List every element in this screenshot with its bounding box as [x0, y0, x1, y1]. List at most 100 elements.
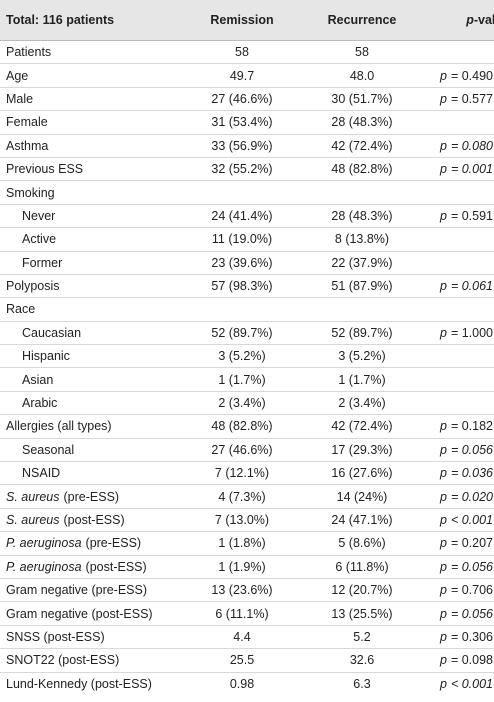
row-label: Arabic [0, 391, 182, 416]
row-label: Allergies (all types) [0, 414, 182, 439]
p-symbol: p [440, 208, 447, 223]
row-label: Age [0, 63, 182, 88]
p-symbol: p [440, 583, 447, 598]
remission-cell: 27 (46.6%) [182, 87, 302, 112]
p-symbol: p [440, 68, 447, 83]
p-symbol: p [440, 91, 447, 106]
label-rest: (pre-ESS) [85, 536, 142, 551]
remission-cell: 57 (98.3%) [182, 274, 302, 299]
p-symbol: p [440, 559, 447, 574]
p-value-cell: p = 0.098 [422, 648, 494, 673]
p-symbol: p [440, 325, 447, 340]
row-label: Lund-Kennedy (post-ESS) [6, 676, 152, 691]
p-value-cell: p = 0.020 [422, 484, 494, 509]
recurrence-cell: 3 (5.2%) [302, 344, 422, 369]
row-label: NSAID [0, 461, 182, 486]
p-value-cell: p = 0.001 [422, 157, 494, 182]
table-row: SNOT22 (post-ESS) 25.5 32.6 p = 0.098 [0, 648, 494, 673]
table-row: Former 23 (39.6%) 22 (37.9%) [0, 251, 494, 275]
remission-cell: 27 (46.6%) [182, 438, 302, 463]
row-label: P. aeruginosa (post-ESS) [0, 555, 182, 579]
row-label: Asthma [0, 134, 182, 158]
p-value-cell: p < 0.001 [422, 672, 494, 695]
table-row: Active 11 (19.0%) 8 (13.8%) [0, 227, 494, 252]
table-row: S. aureus (pre-ESS) 4 (7.3%) 14 (24%) p = 0.0… [0, 484, 494, 509]
recurrence-cell: 52 (89.7%) [302, 321, 422, 346]
recurrence-cell: 6.3 [353, 676, 371, 691]
recurrence-cell: 5 (8.6%) [302, 531, 422, 556]
p-value-cell: p = 0.577 [422, 87, 494, 112]
p-value-cell [422, 251, 494, 275]
p-symbol: p [440, 466, 447, 481]
recurrence-cell: 42 (72.4%) [302, 414, 422, 439]
p-value-cell [422, 367, 494, 392]
remission-cell: 4.4 [182, 625, 302, 650]
remission-cell: 1 (1.8%) [182, 531, 302, 556]
recurrence-cell: 28 (48.3%) [302, 110, 422, 135]
row-label: Asian [0, 367, 182, 392]
p-value-cell: p < 0.001 [422, 508, 494, 533]
p-text: = 0.182 [450, 419, 494, 434]
species-name: S. aureus [6, 489, 60, 504]
p-value-cell: p = 0.080 [422, 134, 494, 158]
header-cell: Remission [182, 0, 302, 41]
remission-cell: 3 (5.2%) [182, 344, 302, 369]
p-value-cell: p = 0.056 [422, 601, 494, 626]
recurrence-cell: 5.2 [302, 625, 422, 650]
row-label: SNOT22 (post-ESS) [0, 648, 182, 673]
p-value-cell [422, 110, 494, 135]
table-row: SNSS (post-ESS) 4.4 5.2 p = 0.306 [0, 625, 494, 650]
remission-cell: 52 (89.7%) [182, 321, 302, 346]
row-label: S. aureus (post-ESS) [0, 508, 182, 533]
recurrence-cell [302, 297, 422, 322]
recurrence-cell: 16 (27.6%) [302, 461, 422, 486]
label-rest: (post-ESS) [63, 513, 125, 527]
table-row: Seasonal 27 (46.6%) 17 (29.3%) p = 0.056 [0, 438, 494, 463]
p-value-cell: p = 0.207 [422, 531, 494, 556]
species-name: S. aureus [6, 513, 60, 527]
row-label: Previous ESS [0, 157, 182, 182]
table-row: Smoking [0, 180, 494, 205]
remission-cell: 25.5 [182, 648, 302, 673]
table-row: Race [0, 297, 494, 322]
remission-cell: 2 (3.4%) [182, 391, 302, 416]
row-label: P. aeruginosa (pre-ESS) [0, 531, 182, 556]
remission-cell: 1 (1.7%) [182, 367, 302, 392]
recurrence-cell: 6 (11.8%) [302, 555, 422, 579]
header-text: -value [473, 13, 494, 27]
row-label: Gram negative (post-ESS) [0, 601, 182, 626]
recurrence-cell: 22 (37.9%) [302, 251, 422, 275]
header-symbol: p [466, 13, 474, 27]
remission-cell: 48 (82.8%) [182, 414, 302, 439]
p-symbol: p [440, 419, 447, 434]
remission-cell: 1 (1.9%) [182, 555, 302, 579]
row-label: S. aureus (pre-ESS) [0, 484, 182, 509]
p-symbol: p [440, 536, 447, 551]
remission-cell: 32 (55.2%) [182, 157, 302, 182]
p-value-cell [422, 180, 494, 205]
p-text: = 0.056 [450, 442, 494, 457]
p-value-cell: p = 0.591 [422, 204, 494, 229]
row-label: Seasonal [0, 438, 182, 463]
p-value-cell: p = 0.182 [422, 414, 494, 439]
recurrence-cell: 51 (87.9%) [302, 274, 422, 299]
recurrence-cell: 8 (13.8%) [302, 227, 422, 252]
recurrence-cell: 48.0 [302, 63, 422, 88]
p-symbol: p [440, 442, 447, 457]
p-text: = 1.000 [450, 325, 494, 340]
row-label: Never [0, 204, 182, 229]
row-label: Former [0, 251, 182, 275]
table-row: Polyposis 57 (98.3%) 51 (87.9%) p = 0.061 [0, 274, 494, 299]
p-text: = 0.001 [450, 162, 494, 177]
recurrence-cell: 48 (82.8%) [302, 157, 422, 182]
p-value-cell [422, 344, 494, 369]
p-symbol: p [440, 676, 447, 691]
p-value-cell [422, 391, 494, 416]
p-text: = 0.577 [450, 91, 494, 106]
p-text: < 0.001 [450, 513, 494, 527]
remission-cell: 33 (56.9%) [182, 134, 302, 158]
p-value-cell: p = 0.706 [422, 578, 494, 603]
remission-cell: 4 (7.3%) [182, 484, 302, 509]
species-name: P. aeruginosa [6, 536, 82, 551]
